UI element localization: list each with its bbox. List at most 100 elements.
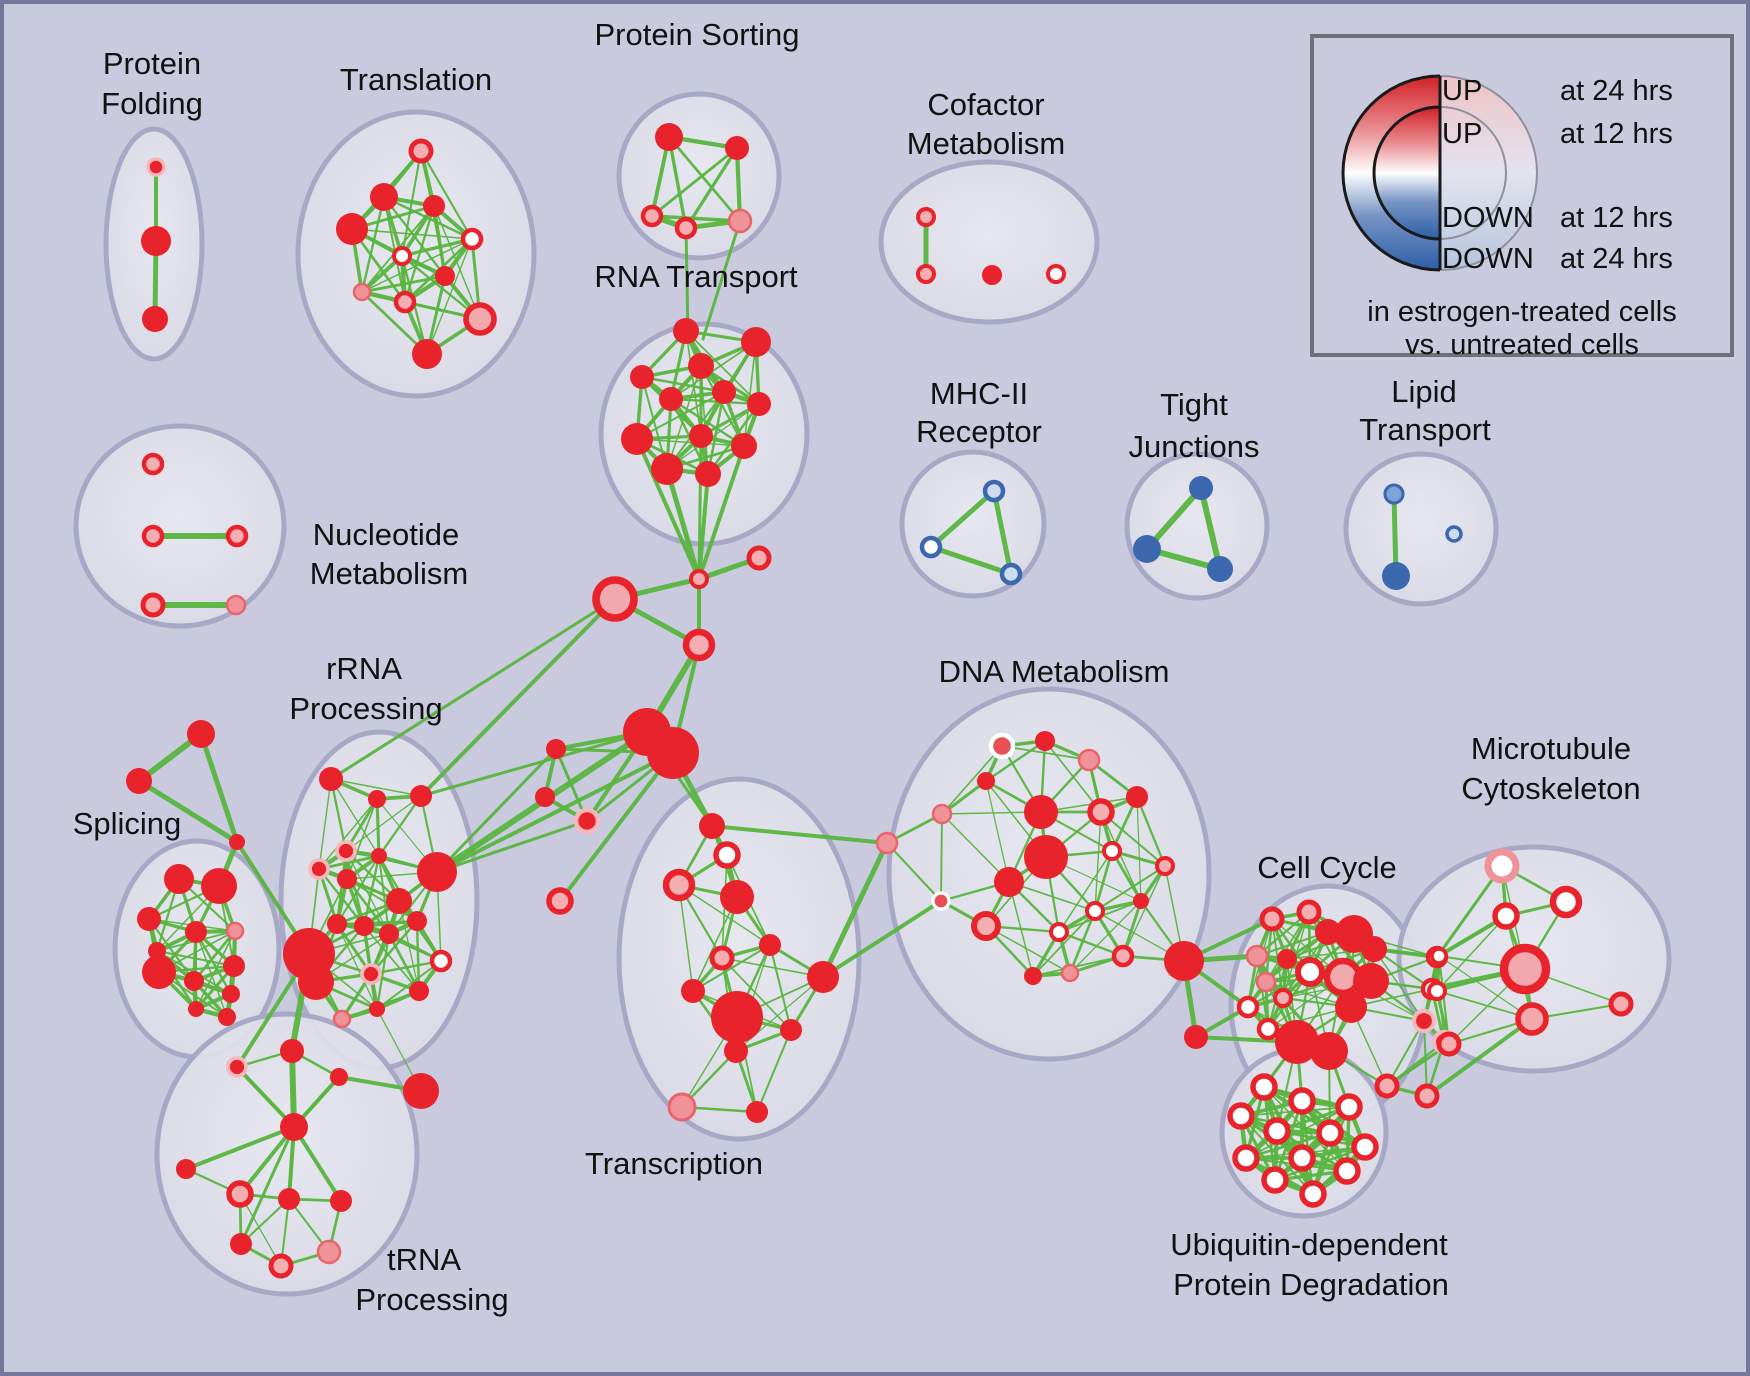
node-microtubule-cytoskeleton: [1430, 947, 1448, 965]
cluster-label-ubiquitin-degradation: Protein Degradation: [1173, 1267, 1449, 1302]
edge: [985, 925, 1071, 974]
node-rrna-processing: [403, 1073, 439, 1109]
node-ubiquitin-degradation: [1232, 1144, 1260, 1172]
node-transcription: [709, 945, 735, 971]
cluster-label-cell-cycle: Cell Cycle: [1257, 850, 1397, 885]
node-transcription: [546, 887, 574, 915]
node-cell-cycle: [1259, 906, 1285, 932]
node-transcription: [662, 868, 696, 902]
edge: [318, 798, 378, 870]
cluster-ellipse-nucleotide-metabolism: [73, 423, 287, 629]
edge: [369, 919, 419, 976]
node-dna-metabolism: [1155, 856, 1175, 876]
node-rrna-processing: [409, 981, 429, 1001]
legend-circle: [1341, 74, 1538, 272]
node-rrna-processing: [327, 914, 347, 934]
node-transcription: [780, 1019, 802, 1041]
legend-term: DOWN: [1442, 202, 1534, 234]
cluster-label-lipid-transport: Lipid: [1391, 374, 1457, 409]
edge: [820, 840, 890, 980]
node-rna-transport: [747, 392, 771, 416]
edge: [928, 544, 1014, 577]
node-dna-metabolism: [971, 911, 1001, 941]
node-transcription: [699, 813, 725, 839]
nodes: [126, 123, 1634, 1279]
node-trna-processing: [268, 1253, 294, 1279]
node-rna-transport: [621, 423, 653, 455]
edge: [706, 390, 726, 476]
node-dna-metabolism: [1111, 944, 1135, 968]
edge: [684, 146, 739, 230]
node-cell-cycle: [1273, 988, 1293, 1008]
edge: [1438, 955, 1533, 1020]
edge: [377, 794, 423, 858]
cluster-label-tight-junctions: Tight: [1160, 387, 1228, 422]
node-dna-metabolism: [1024, 835, 1068, 879]
node-cell-cycle: [1256, 1017, 1280, 1041]
edge: [1122, 865, 1166, 957]
node-ubiquitin-degradation: [1333, 1157, 1361, 1185]
edge: [435, 751, 675, 874]
node-lipid-transport: [1445, 525, 1463, 543]
edge: [419, 149, 474, 241]
edge: [1136, 796, 1142, 902]
node-translation: [408, 138, 434, 164]
node-trna-processing: [280, 1039, 304, 1063]
edge: [336, 923, 378, 1010]
node-tight-junctions: [1133, 535, 1161, 563]
node-translation: [352, 282, 372, 302]
cluster-label-microtubule-cytoskeleton: Cytoskeleton: [1461, 771, 1640, 806]
node-mhc-ii-receptor: [982, 479, 1006, 503]
node-cell-cycle: [1411, 1008, 1437, 1034]
cluster-label-cofactor-metabolism: Metabolism: [907, 126, 1066, 161]
edge: [419, 597, 617, 798]
node-backbone: [689, 569, 709, 589]
node-translation: [393, 290, 417, 314]
edge: [400, 237, 474, 258]
node-trna-processing: [278, 1188, 300, 1210]
node-backbone: [592, 576, 638, 622]
node-transcription: [681, 979, 705, 1003]
legend-time: at 24 hrs: [1560, 75, 1673, 107]
edge: [1244, 1131, 1332, 1160]
node-ubiquitin-degradation: [1263, 1117, 1291, 1145]
edge: [940, 813, 943, 902]
node-ubiquitin-degradation: [1250, 1073, 1278, 1101]
edge: [755, 1028, 793, 1114]
node-rna-transport: [741, 327, 771, 357]
node-translation: [412, 339, 442, 369]
node-protein-sorting: [727, 208, 753, 234]
edge: [1135, 795, 1167, 868]
node-splicing: [188, 1001, 204, 1017]
edge: [360, 274, 447, 294]
edge: [1265, 911, 1310, 983]
node-nucleotide-metabolism: [225, 524, 249, 548]
node-backbone: [682, 628, 716, 662]
node-splicing: [223, 955, 245, 977]
cluster-label-protein-folding: Protein: [103, 46, 201, 81]
node-dna-metabolism: [931, 803, 953, 825]
cluster-ellipse-trna-processing: [154, 1011, 420, 1297]
edge: [684, 226, 690, 338]
edge: [435, 819, 589, 874]
node-dna-metabolism: [1060, 963, 1080, 983]
node-protein-folding: [142, 306, 168, 332]
edge: [1436, 915, 1507, 992]
edge: [701, 219, 742, 341]
node-transcription: [724, 1039, 748, 1063]
node-trna-processing: [226, 1180, 254, 1208]
node-dna-metabolism: [988, 732, 1016, 760]
node-splicing: [142, 955, 176, 989]
node-trna-processing: [176, 1159, 196, 1179]
node-dna-metabolism: [1126, 786, 1148, 808]
node-cell-cycle: [1255, 971, 1277, 993]
node-rrna-processing: [371, 848, 387, 864]
legend-inner-circle-saturated: [1372, 105, 1440, 241]
cluster-ellipse-lipid-transport: [1343, 451, 1499, 607]
cluster-label-tight-junctions: Junctions: [1129, 429, 1260, 464]
legend-note-line1: in estrogen-treated cells: [1367, 296, 1677, 328]
node-ubiquitin-degradation: [1288, 1087, 1316, 1115]
node-cofactor-metabolism: [916, 207, 936, 227]
edge: [1008, 881, 1096, 912]
node-ubiquitin-degradation: [1351, 1133, 1379, 1161]
